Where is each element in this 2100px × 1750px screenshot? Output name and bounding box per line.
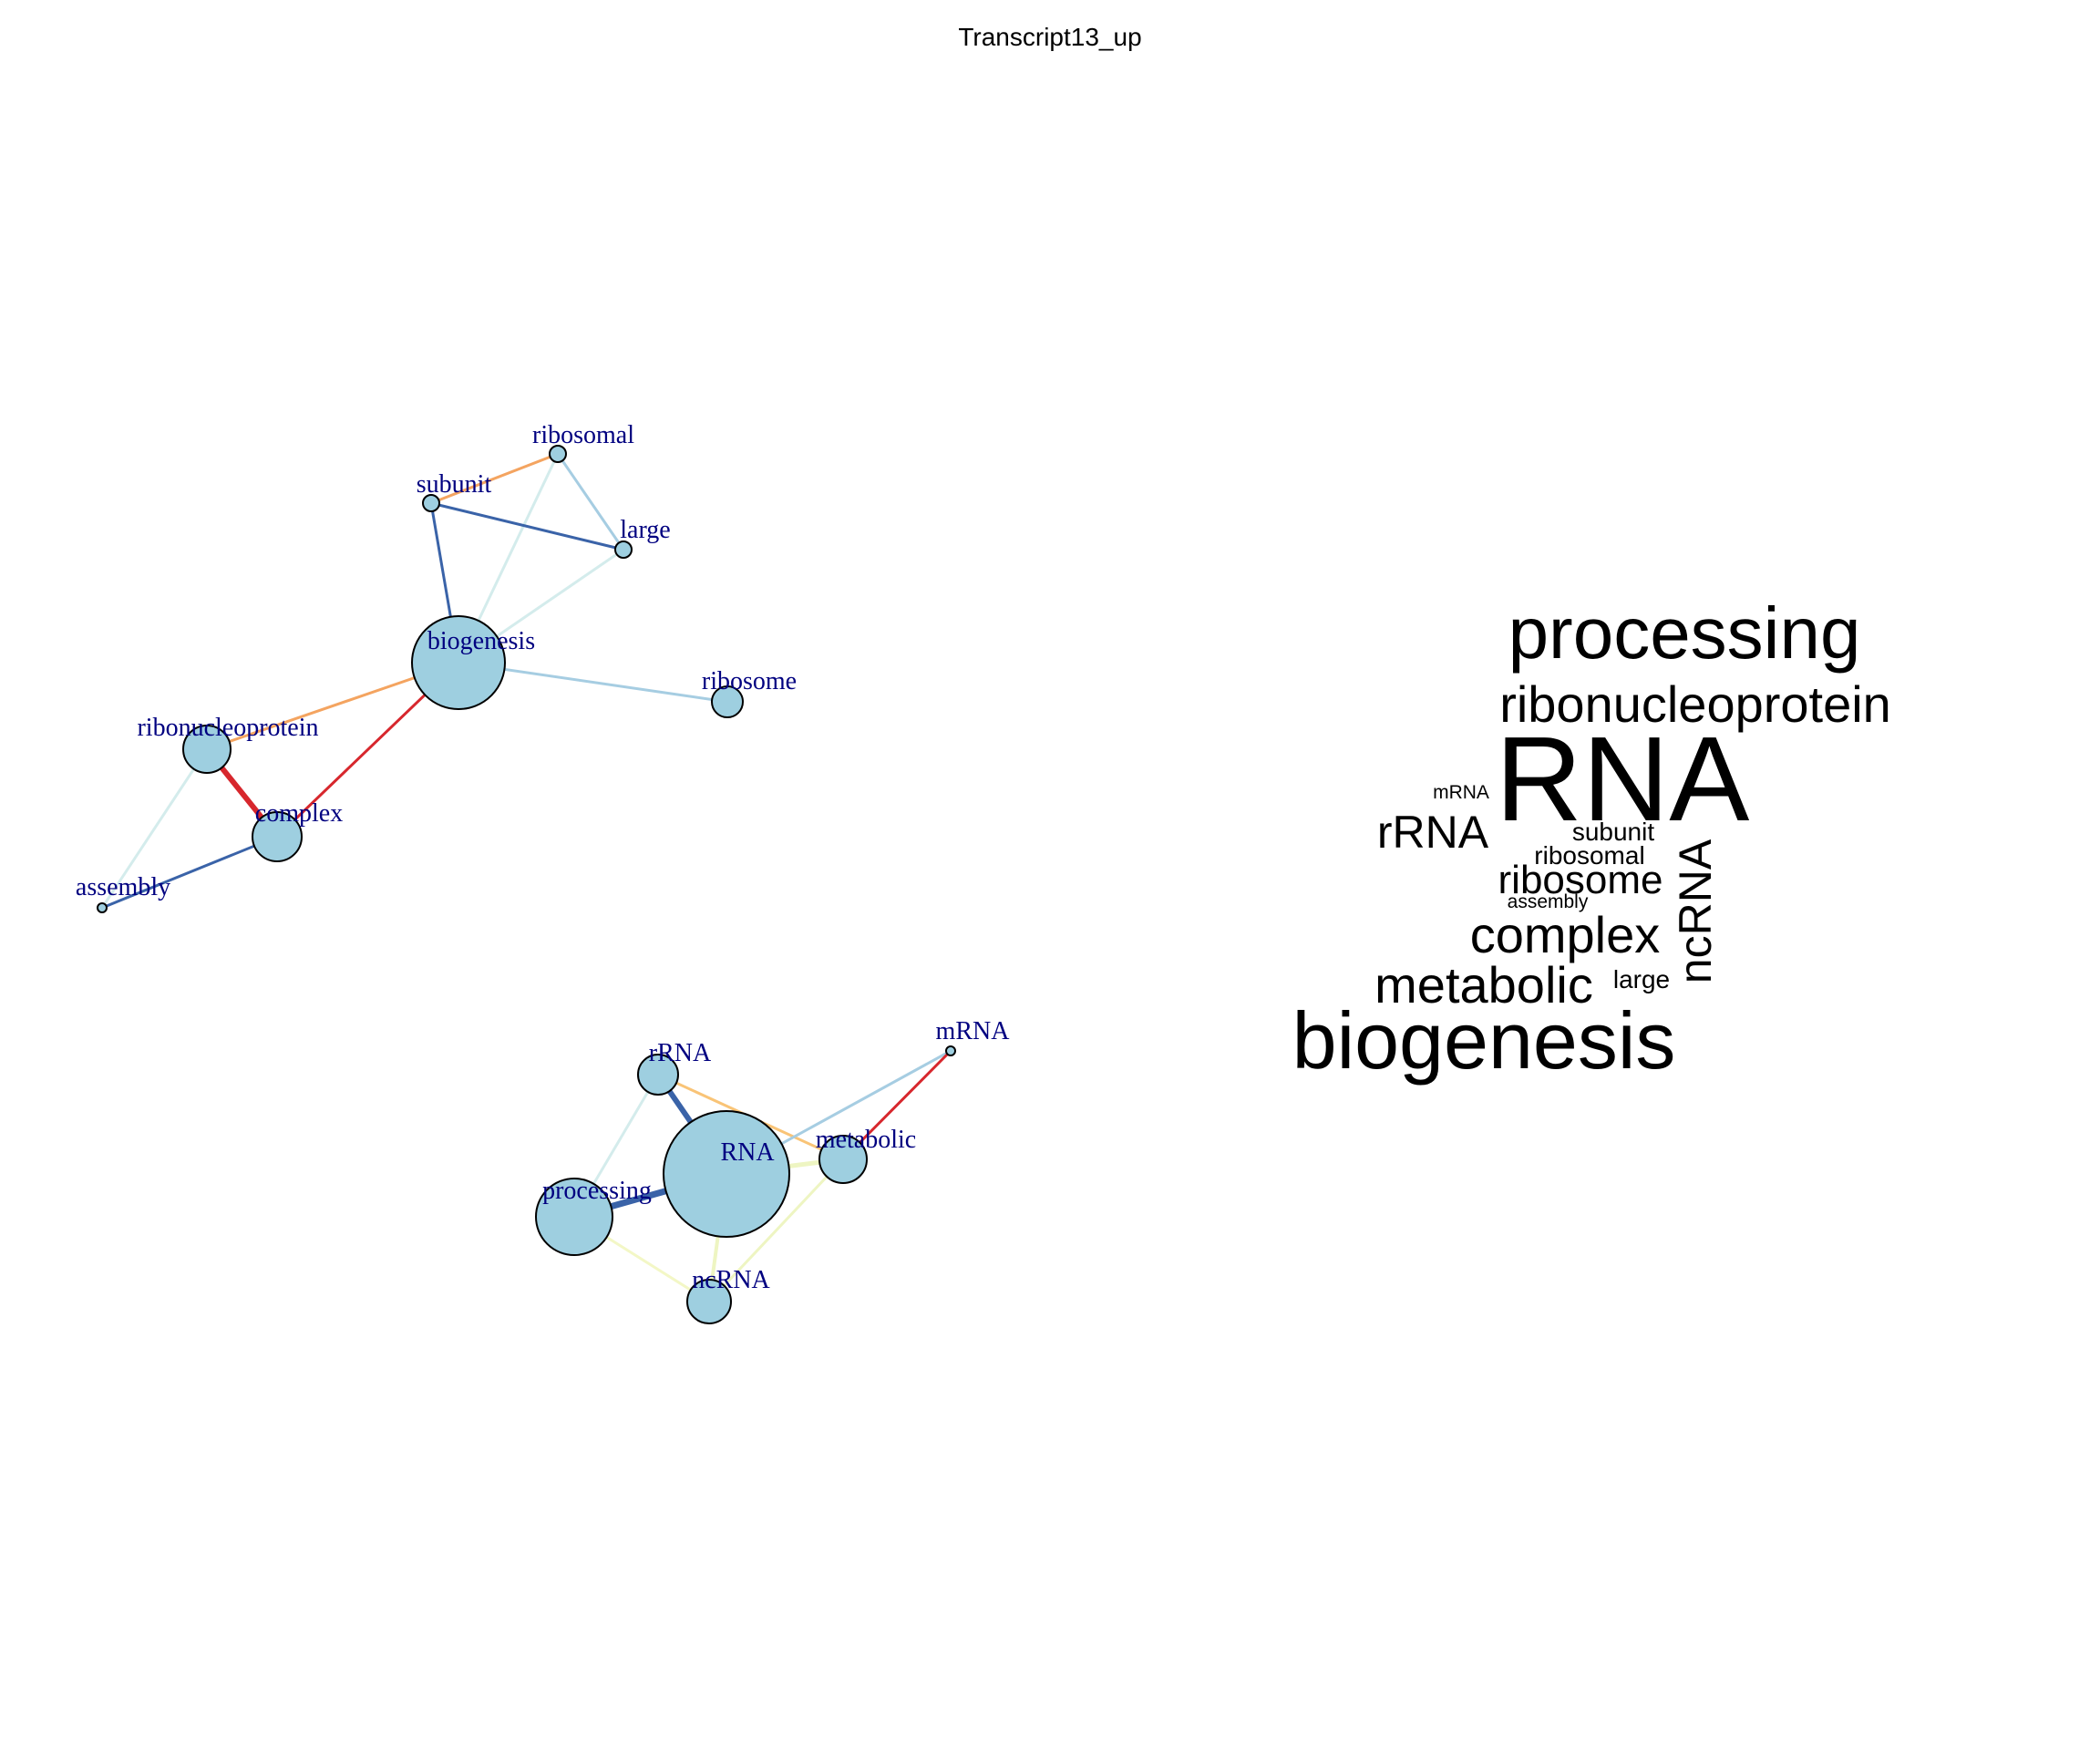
node-label-mRNA: mRNA — [936, 1017, 1011, 1045]
cloud-word-RNA: RNA — [1496, 712, 1750, 846]
node-label-ribonucleoprotein: ribonucleoprotein — [137, 714, 318, 742]
cloud-word-processing: processing — [1508, 592, 1861, 674]
edge-complex-assembly — [100, 835, 279, 910]
node-label-biogenesis: biogenesis — [427, 627, 535, 655]
node-ribonucleoprotein — [182, 725, 232, 774]
node-label-ribosomal: ribosomal — [532, 421, 634, 449]
cloud-word-ncRNA: ncRNA — [1670, 839, 1721, 983]
cloud-word-subunit: subunit — [1572, 818, 1655, 846]
cloud-word-assembly: assembly — [1508, 891, 1589, 912]
edge-metabolic-ncRNA — [707, 1158, 845, 1303]
node-processing — [535, 1178, 613, 1256]
node-biogenesis — [411, 615, 506, 710]
node-assembly — [97, 902, 108, 913]
cloud-word-large: large — [1613, 965, 1670, 993]
node-label-subunit: subunit — [417, 470, 492, 499]
node-rRNA — [637, 1054, 679, 1096]
node-mRNA — [945, 1045, 956, 1056]
node-label-ncRNA: ncRNA — [692, 1266, 770, 1294]
edge-ribosomal-large — [556, 452, 625, 551]
cloud-word-ribosomal: ribosomal — [1534, 841, 1644, 870]
node-label-complex: complex — [255, 799, 343, 828]
node-ribosome — [711, 685, 744, 718]
cloud-word-complex: complex — [1470, 906, 1661, 963]
edge-ribonucleoprotein-assembly — [100, 747, 209, 910]
node-label-large: large — [620, 516, 670, 544]
node-complex — [252, 811, 303, 862]
node-metabolic — [818, 1135, 868, 1184]
network-labels: ribosomal subunit large biogenesis ribosome r… — [76, 421, 1010, 1294]
cloud-word-mRNA: mRNA — [1433, 782, 1489, 803]
figure-title: Transcript13_up — [958, 23, 1141, 51]
edge-subunit-large — [429, 501, 625, 551]
node-label-assembly: assembly — [76, 873, 170, 901]
edge-subunit-ribosomal — [429, 452, 560, 505]
node-label-ribosome: ribosome — [702, 667, 797, 695]
node-RNA — [663, 1110, 790, 1238]
node-subunit — [422, 494, 440, 512]
node-label-rRNA: rRNA — [649, 1039, 712, 1067]
node-ncRNA — [686, 1279, 732, 1324]
node-ribosomal — [549, 445, 567, 463]
edge-metabolic-mRNA — [841, 1049, 952, 1161]
node-label-processing: processing — [542, 1177, 652, 1205]
cloud-word-ribosome: ribosome — [1498, 858, 1663, 902]
cloud-word-ribonucleoprotein: ribonucleoprotein — [1499, 675, 1891, 733]
node-label-metabolic: metabolic — [816, 1126, 916, 1154]
network-nodes — [97, 445, 956, 1324]
network-edges — [100, 452, 952, 1303]
node-label-RNA: RNA — [720, 1138, 775, 1167]
cloud-word-rRNA: rRNA — [1377, 807, 1489, 858]
cloud-word-biogenesis: biogenesis — [1292, 995, 1676, 1086]
node-large — [614, 540, 633, 559]
cloud-word-metabolic: metabolic — [1374, 956, 1593, 1014]
